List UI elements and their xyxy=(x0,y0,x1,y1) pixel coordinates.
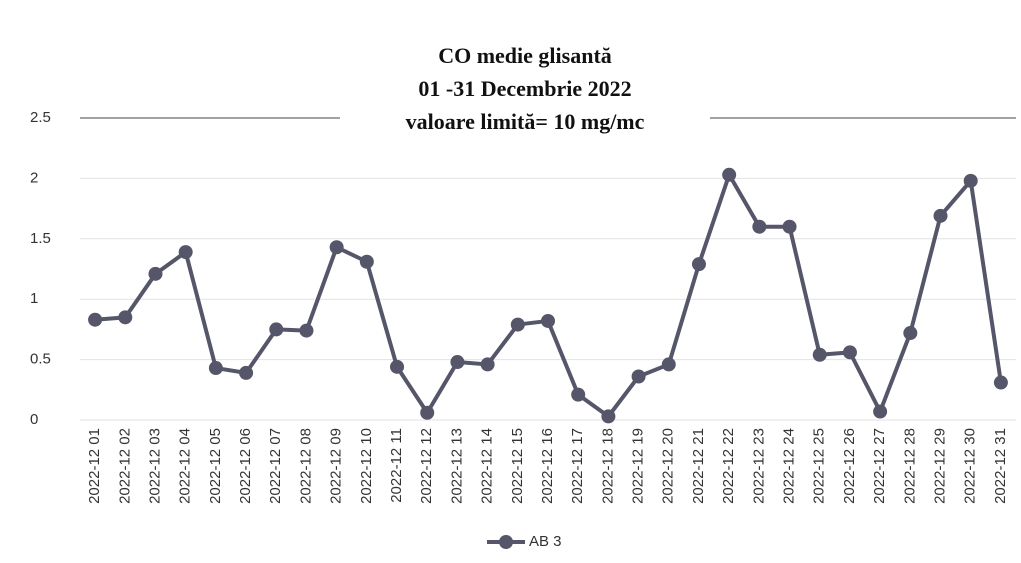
x-tick-label: 2022-12 05 xyxy=(207,428,224,504)
x-tick-label: 2022-12 23 xyxy=(750,428,767,504)
x-tick-label: 2022-12 09 xyxy=(328,428,345,504)
data-point xyxy=(933,208,948,223)
x-tick-label: 2022-12 24 xyxy=(781,428,798,504)
x-tick-label: 2022-12 21 xyxy=(690,428,707,504)
data-point xyxy=(601,409,616,424)
x-tick-label: 2022-12 13 xyxy=(448,428,465,504)
x-tick-label: 2022-12 12 xyxy=(418,428,435,504)
data-point xyxy=(480,357,495,372)
y-tick-label: 1.5 xyxy=(30,230,51,247)
data-point xyxy=(842,345,857,360)
data-point xyxy=(782,219,797,234)
data-point xyxy=(299,323,314,338)
x-tick-label: 2022-12 01 xyxy=(86,428,103,504)
x-tick-label: 2022-12 22 xyxy=(720,428,737,504)
legend-label: AB 3 xyxy=(529,533,562,550)
data-point xyxy=(420,405,435,420)
data-point xyxy=(873,404,888,419)
data-point xyxy=(993,375,1008,390)
x-tick-label: 2022-12 25 xyxy=(811,428,828,504)
x-tick-label: 2022-12 16 xyxy=(539,428,556,504)
data-point xyxy=(510,317,525,332)
data-point xyxy=(390,359,405,374)
data-point xyxy=(903,326,918,341)
x-tick-label: 2022-12 02 xyxy=(116,428,133,504)
data-point xyxy=(450,355,465,370)
data-point xyxy=(88,312,103,327)
x-tick-label: 2022-12 04 xyxy=(177,428,194,504)
x-tick-label: 2022-12 18 xyxy=(599,428,616,504)
data-point xyxy=(148,266,163,281)
data-point xyxy=(963,173,978,188)
x-tick-label: 2022-12 19 xyxy=(630,428,647,504)
x-tick-label: 2022-12 28 xyxy=(901,428,918,504)
y-tick-label: 2 xyxy=(30,169,38,186)
y-tick-label: 2.5 xyxy=(30,109,51,126)
y-tick-label: 0 xyxy=(30,411,38,428)
data-point xyxy=(631,369,646,384)
y-tick-label: 1 xyxy=(30,290,38,307)
data-point xyxy=(329,240,344,255)
data-point xyxy=(359,254,374,269)
x-tick-label: 2022-12 17 xyxy=(569,428,586,504)
data-point xyxy=(812,347,827,362)
x-tick-label: 2022-12 07 xyxy=(267,428,284,504)
series-line xyxy=(94,172,1003,419)
data-point xyxy=(541,313,555,328)
title-background xyxy=(340,40,710,148)
x-tick-label: 2022-12 08 xyxy=(297,428,314,504)
x-tick-label: 2022-12 11 xyxy=(388,428,405,503)
data-point xyxy=(269,322,284,337)
data-point xyxy=(661,357,676,372)
data-point xyxy=(571,387,586,402)
data-point xyxy=(691,257,706,272)
chart-title: valoare limită= 10 mg/mc xyxy=(406,109,645,134)
y-tick-label: 0.5 xyxy=(30,351,51,368)
data-point xyxy=(722,167,737,182)
x-tick-label: 2022-12 20 xyxy=(660,428,677,504)
x-tick-label: 2022-12 30 xyxy=(962,428,979,504)
x-tick-label: 2022-12 15 xyxy=(509,428,526,504)
data-point xyxy=(178,245,193,260)
legend-marker xyxy=(499,535,513,549)
chart-title: CO medie glisantă xyxy=(438,43,612,68)
x-tick-label: 2022-12 14 xyxy=(479,428,496,504)
data-point xyxy=(208,361,223,376)
chart-title: 01 -31 Decembrie 2022 xyxy=(418,76,631,101)
x-tick-label: 2022-12 26 xyxy=(841,428,858,504)
data-point xyxy=(239,365,254,380)
x-tick-label: 2022-12 29 xyxy=(931,428,948,504)
x-tick-label: 2022-12 31 xyxy=(992,428,1009,504)
x-tick-label: 2022-12 06 xyxy=(237,428,254,504)
x-tick-label: 2022-12 10 xyxy=(358,428,375,504)
x-tick-label: 2022-12 27 xyxy=(871,428,888,504)
data-point xyxy=(752,219,767,234)
x-tick-label: 2022-12 03 xyxy=(146,428,163,504)
data-point xyxy=(118,310,133,325)
